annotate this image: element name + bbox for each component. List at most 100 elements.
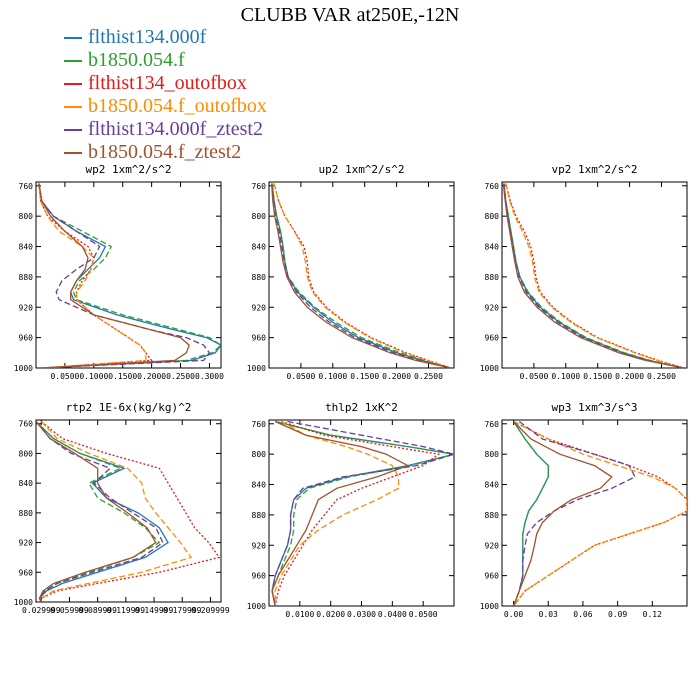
y-tick-label: 840 <box>252 481 267 490</box>
x-tick-label: 0.0500 <box>519 372 548 381</box>
legend-label: b1850.054.f_ztest2 <box>88 141 242 163</box>
series-line <box>40 420 221 602</box>
x-tick-label: 0.059999 <box>50 606 89 615</box>
series-line <box>502 183 684 368</box>
y-tick-label: 880 <box>252 273 267 282</box>
y-tick-label: 1000 <box>247 602 266 611</box>
y-tick-label: 880 <box>485 511 500 520</box>
y-tick-label: 760 <box>252 420 267 429</box>
plot-frame <box>501 181 688 369</box>
series-line <box>273 183 451 368</box>
y-tick-label: 960 <box>252 334 267 343</box>
series-line <box>40 421 193 602</box>
y-tick-label: 800 <box>252 450 267 459</box>
legend-swatch <box>64 37 82 40</box>
legend-swatch <box>64 129 82 132</box>
x-tick-label: 0.0100 <box>285 610 314 619</box>
legend-swatch <box>64 152 82 155</box>
y-tick-label: 800 <box>252 212 267 221</box>
series-line <box>513 420 687 606</box>
legend-item: flthist134.000f <box>64 26 267 49</box>
legend-item: b1850.054.f <box>64 49 267 72</box>
legend-label: b1850.054.f <box>88 49 185 71</box>
x-tick-label: 0.09 <box>608 610 627 619</box>
chart-title: thlp2 1xK^2 <box>325 401 398 414</box>
y-tick-label: 960 <box>485 572 500 581</box>
x-tick-label: 0.03 <box>539 610 558 619</box>
y-tick-label: 960 <box>485 334 500 343</box>
series-line <box>274 420 400 606</box>
y-tick-label: 1000 <box>14 598 33 607</box>
chart-panel: vp2 1xm^2/s^2 760 800 840 880 920 960 1000 0.050… <box>480 163 688 381</box>
chart-title: wp2 1xm^2/s^2 <box>85 163 171 176</box>
x-tick-label: 0.00 <box>504 610 523 619</box>
plot-frame <box>501 419 688 607</box>
y-tick-label: 920 <box>252 303 267 312</box>
legend-item: flthist134_outofbox <box>64 72 267 95</box>
y-tick-label: 840 <box>485 243 500 252</box>
x-tick-label: 0.2000 <box>615 372 644 381</box>
plot-frame <box>268 181 455 369</box>
y-tick-label: 960 <box>19 334 34 343</box>
x-tick-label: 0.1500 <box>108 372 137 381</box>
series-line <box>274 420 441 606</box>
series-line <box>38 183 147 368</box>
y-tick-label: 760 <box>19 182 34 191</box>
legend-item: b1850.054.f_ztest2 <box>64 141 267 164</box>
chart-panel: wp2 1xm^2/s^2 760 800 840 880 920 960 1000 0.050… <box>14 163 224 381</box>
y-tick-label: 880 <box>19 509 34 518</box>
y-tick-label: 960 <box>19 568 34 577</box>
legend-swatch <box>64 106 82 109</box>
series-line <box>36 421 157 602</box>
y-tick-label: 960 <box>252 572 267 581</box>
series-line <box>271 420 454 606</box>
y-tick-label: 920 <box>19 303 34 312</box>
x-tick-label: 0.0200 <box>316 610 345 619</box>
legend-swatch <box>64 60 82 63</box>
x-tick-label: 0.06 <box>573 610 592 619</box>
x-tick-label: 0.1500 <box>350 372 379 381</box>
x-tick-label: 0.149999 <box>135 606 174 615</box>
chart-panel: wp3 1xm^3/s^3 760 800 840 880 920 960 1000 0.00 0… <box>480 401 688 619</box>
plot-frame <box>268 419 455 607</box>
y-tick-label: 1000 <box>480 364 499 373</box>
series-line <box>271 420 454 606</box>
legend-label: flthist134_outofbox <box>88 72 247 94</box>
x-tick-label: 0.2500 <box>647 372 676 381</box>
series-line <box>38 183 153 368</box>
series-line <box>505 183 684 368</box>
x-tick-label: 0.2000 <box>382 372 411 381</box>
series-line <box>271 420 454 606</box>
y-tick-label: 880 <box>252 511 267 520</box>
series-line <box>271 420 410 606</box>
x-tick-label: 0.12 <box>643 610 662 619</box>
chart-title: rtp2 1E-6x(kg/kg)^2 <box>66 401 192 414</box>
series-line <box>38 183 211 368</box>
x-tick-label: 0.1000 <box>551 372 580 381</box>
y-tick-label: 840 <box>19 479 34 488</box>
y-tick-label: 760 <box>252 182 267 191</box>
y-tick-label: 880 <box>485 273 500 282</box>
x-tick-label: 0.0500 <box>409 610 438 619</box>
x-tick-label: 0.1000 <box>79 372 108 381</box>
chart-panel: up2 1xm^2/s^2 760 800 840 880 920 960 1000 0.050… <box>247 163 455 381</box>
series-line <box>38 183 190 368</box>
legend-item: b1850.054.f_outofbox <box>64 95 267 118</box>
y-tick-label: 840 <box>252 243 267 252</box>
series-line <box>36 421 169 602</box>
series-line <box>512 420 636 606</box>
series-line <box>503 183 684 368</box>
series-line <box>513 420 687 606</box>
series-line <box>271 183 451 368</box>
page-title: CLUBB VAR at250E,-12N <box>240 4 460 26</box>
y-tick-label: 1000 <box>247 364 266 373</box>
legend: flthist134.000f b1850.054.f flthist134_o… <box>64 26 267 164</box>
series-line <box>36 421 161 602</box>
legend-label: flthist134.000f <box>88 26 207 48</box>
y-tick-label: 800 <box>485 450 500 459</box>
plot-frame <box>35 419 222 603</box>
y-tick-label: 840 <box>485 481 500 490</box>
plot-frame <box>35 181 222 369</box>
